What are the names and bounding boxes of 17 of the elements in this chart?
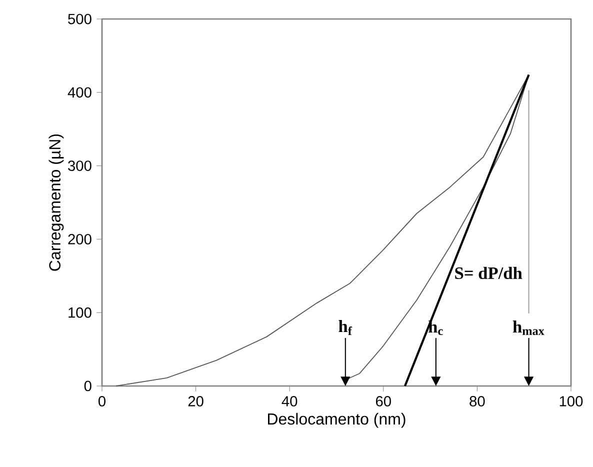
x-tick-label: 20	[188, 396, 204, 406]
x-axis-title: Deslocamento (nm)	[268, 412, 406, 428]
x-tick-label: 60	[376, 396, 391, 406]
annotation: h$_{max}$	[512, 320, 544, 336]
x-tick-label: 40	[282, 396, 298, 406]
x-tick-label: 80	[470, 396, 485, 406]
x-tick-label: 100	[560, 396, 583, 406]
annotation: S= dP/dh	[455, 266, 522, 280]
y-tick-label: 300	[68, 160, 92, 171]
y-tick-label: 100	[68, 307, 92, 318]
y-tick-label: 0	[84, 380, 92, 392]
y-tick-label: 200	[68, 234, 92, 244]
y-tick-label: 500	[68, 14, 92, 24]
x-tick-label: 0	[98, 396, 106, 406]
y-axis-title: Carregamento (µN)	[48, 134, 64, 271]
annotation: h$_{f}$	[338, 320, 352, 336]
y-tick-label: 400	[68, 87, 92, 98]
